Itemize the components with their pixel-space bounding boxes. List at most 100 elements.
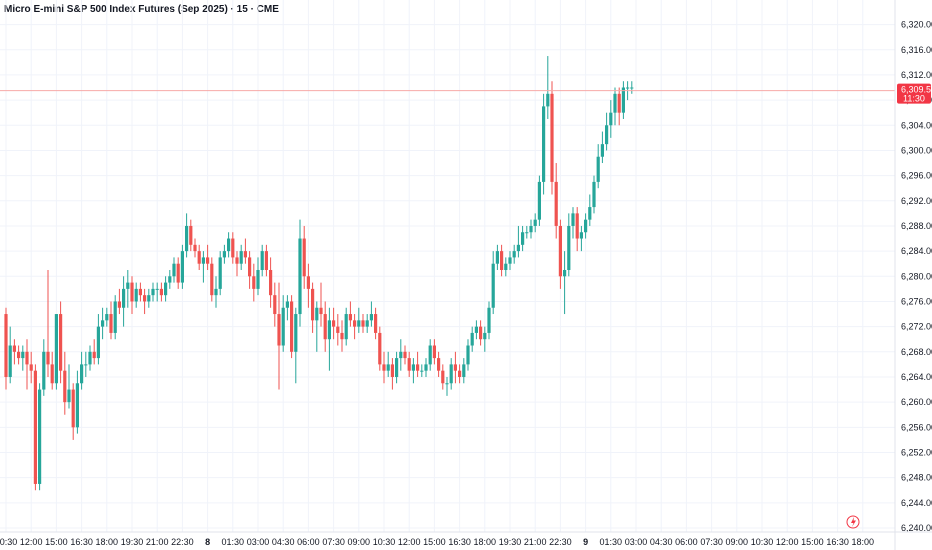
candle-body [558,225,562,277]
candle [449,358,453,390]
candle [323,301,327,352]
candle [600,131,604,164]
candle-body [256,270,260,289]
candle-body [516,244,520,252]
x-tick-label: 10:30 [751,537,774,547]
candle-body [487,307,491,333]
y-tick-label: 6,252.00 [901,447,932,457]
candle [4,307,8,390]
candle-body [155,288,159,290]
x-tick-label: 09:00 [726,537,749,547]
candle-body [407,358,411,371]
candle-body [71,389,75,428]
candle-body [12,345,16,352]
candle [17,345,21,365]
candle-body [386,364,390,371]
candle-body [353,320,357,327]
candle-body [117,301,121,308]
candle [630,81,634,94]
candle [54,314,58,390]
candle [80,351,84,390]
y-tick-label: 6,276.00 [901,296,932,306]
candle-body [134,288,138,302]
candle-body [424,364,428,371]
candle-body [550,93,554,182]
lightning-icon[interactable] [846,515,860,529]
candle [311,282,315,333]
candle [235,251,239,277]
candle [584,213,588,239]
candle [38,383,42,491]
x-tick-label: 10:30 [0,537,17,547]
y-tick-label: 6,256.00 [901,422,932,432]
x-tick-label: 19:30 [499,537,522,547]
candle-body [416,364,420,371]
candle-body [277,314,281,346]
candle [407,351,411,377]
candle-body [470,332,474,346]
candle-body [311,288,315,321]
x-tick-label: 07:30 [322,537,345,547]
candle-body [340,332,344,340]
candle [306,263,310,308]
candle [395,351,399,384]
candle [575,207,579,252]
candle-body [458,370,462,377]
candle-body [445,383,449,385]
candle [269,257,273,308]
candle-body [315,307,319,321]
candle-body [348,314,352,321]
candle-body [575,213,579,239]
candle-body [571,213,575,226]
candle [369,301,373,327]
candle [8,326,12,384]
x-tick-label: 03:00 [625,537,648,547]
candle-body [88,351,92,365]
candle-body [382,364,386,371]
y-tick-label: 6,280.00 [901,271,932,281]
candle [147,288,151,308]
price-axis[interactable]: 6,320.006,316.006,312.006,308.006,304.00… [894,0,932,550]
candle [411,358,415,384]
candle-body [235,257,239,264]
candle-body [449,364,453,384]
candle-body [630,87,634,89]
candle [21,345,25,371]
candle-body [432,345,436,359]
candle-body [395,358,399,377]
candle-body [474,326,478,333]
candle-body [298,238,302,315]
candle-body [176,263,180,283]
candle-body [374,314,378,333]
time-axis[interactable]: 10:3012:0015:0016:3018:0019:3021:0022:30… [0,531,932,547]
candle-body [92,351,96,359]
candle [424,358,428,377]
candle-body [151,288,155,296]
candle [63,351,67,415]
candle-body [84,364,88,366]
candle [571,207,575,239]
candle [138,282,142,302]
candle [563,251,567,315]
candle [613,87,617,126]
candle-body [147,295,151,302]
candle-body [306,276,310,289]
x-tick-label: 18:00 [852,537,875,547]
x-tick-label: 06:00 [297,537,320,547]
candle-body [210,263,214,296]
candle [428,339,432,371]
candle-body [4,314,8,377]
candle [92,339,96,365]
candle [256,257,260,296]
candle [462,358,466,384]
candle [210,257,214,302]
candle-body [206,257,210,264]
y-tick-label: 6,312.00 [901,70,932,80]
candle-body [193,244,197,252]
x-tick-label: 10:30 [373,537,396,547]
candle [558,219,562,289]
candle-body [8,345,12,377]
candle-body [319,307,323,315]
candle [50,351,54,390]
